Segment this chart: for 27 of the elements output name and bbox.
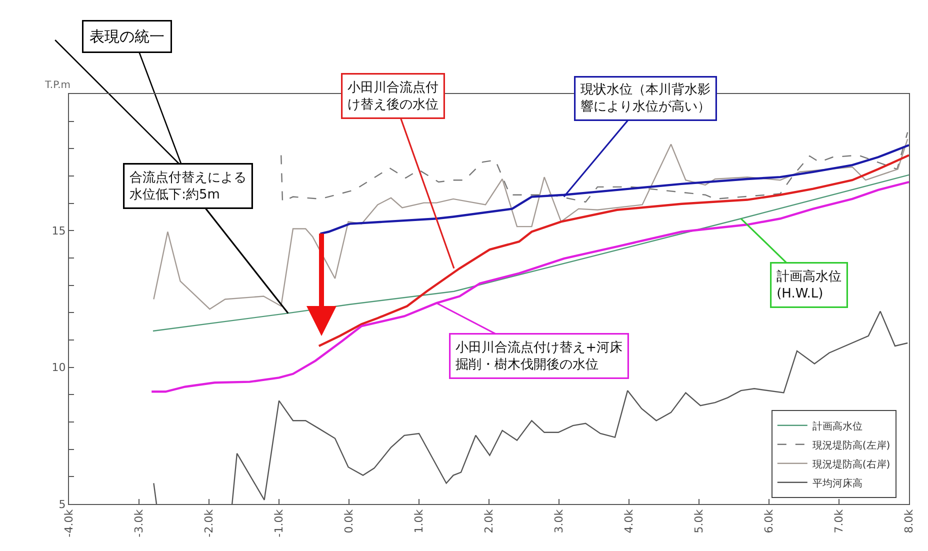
- x-tick-label: -2.0k: [202, 508, 216, 538]
- text: 表現の統一: [90, 28, 164, 46]
- legend-label: 現況堤防高(左岸): [812, 439, 890, 452]
- x-tick-label: 6.0k: [762, 508, 776, 534]
- x-tick-label: 4.0k: [622, 508, 636, 534]
- annotation: 小田川合流点付け替え後の水位: [348, 80, 439, 112]
- legend-label: 計画高水位: [812, 420, 862, 432]
- x-tick-label: -3.0k: [132, 508, 146, 538]
- x-tick-label: 8.0k: [902, 508, 916, 534]
- annotation: 現状水位（本川背水影響により水位が高い）: [580, 82, 711, 114]
- annotation: 合流点付替えによる水位低下:約5m: [130, 170, 247, 202]
- annotation: 計画高水位 (H.W.L): [776, 268, 842, 302]
- x-tick-label: -1.0k: [272, 508, 286, 538]
- y-tick-label: 10: [52, 361, 66, 374]
- x-tick-label: 7.0k: [832, 508, 846, 534]
- x-tick-label: 1.0k: [412, 508, 426, 534]
- annotation: 小田川合流点付け替え+河床掘削・樹木伐開後の水位: [456, 340, 623, 372]
- y-axis-title: T.P.m: [44, 80, 70, 91]
- legend-label: 平均河床高: [812, 477, 862, 490]
- x-tick-label: 5.0k: [692, 508, 706, 534]
- legend-label: 現況堤防高(右岸): [812, 458, 890, 470]
- x-tick-label: 3.0k: [552, 508, 566, 534]
- y-tick-label: 5: [58, 498, 66, 511]
- x-tick-label: 0.0k: [342, 508, 356, 534]
- y-tick-label: 15: [52, 224, 66, 238]
- x-tick-label: 2.0k: [482, 508, 496, 534]
- x-tick-label: -4.0k: [62, 508, 76, 538]
